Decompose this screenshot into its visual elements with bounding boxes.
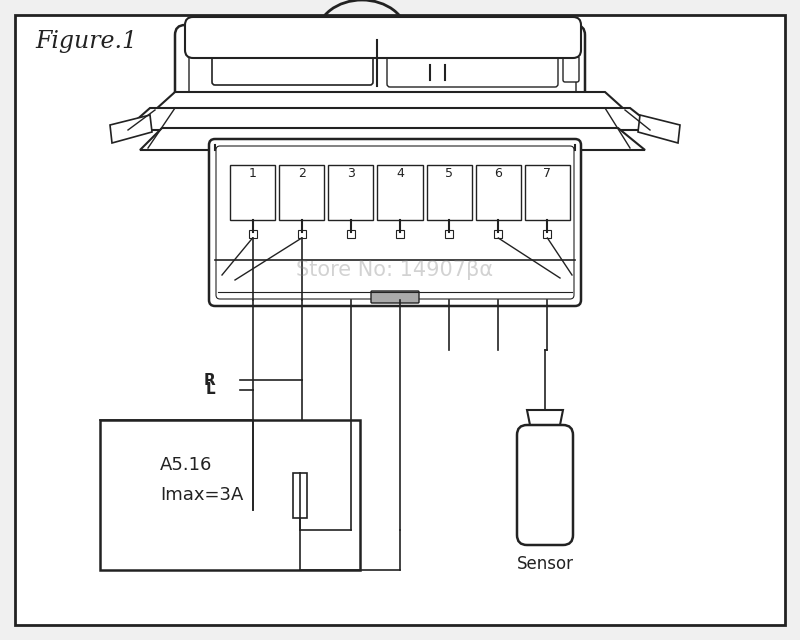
Text: 7: 7 [543,166,551,179]
FancyBboxPatch shape [494,230,502,238]
FancyBboxPatch shape [293,472,307,518]
FancyBboxPatch shape [185,17,581,58]
Polygon shape [125,108,658,130]
FancyBboxPatch shape [517,425,573,545]
Text: 3: 3 [347,166,354,179]
FancyBboxPatch shape [209,139,581,306]
FancyBboxPatch shape [279,165,324,220]
FancyBboxPatch shape [15,15,785,625]
FancyBboxPatch shape [100,420,360,570]
Polygon shape [638,115,680,143]
FancyBboxPatch shape [175,25,585,105]
Polygon shape [527,410,563,435]
FancyBboxPatch shape [298,230,306,238]
FancyBboxPatch shape [445,230,453,238]
FancyBboxPatch shape [387,51,558,87]
Text: L: L [206,383,215,397]
FancyBboxPatch shape [563,56,579,82]
FancyBboxPatch shape [347,230,355,238]
FancyBboxPatch shape [393,60,415,76]
Polygon shape [155,92,625,110]
FancyBboxPatch shape [371,291,419,303]
Text: 1: 1 [249,166,257,179]
Text: 4: 4 [396,166,404,179]
Polygon shape [110,115,152,143]
Text: R: R [203,372,215,387]
FancyBboxPatch shape [212,51,373,85]
Text: Sensor: Sensor [517,555,574,573]
FancyBboxPatch shape [189,34,576,98]
FancyBboxPatch shape [216,146,574,299]
Polygon shape [140,128,645,150]
Text: Store No: 14907βα: Store No: 14907βα [297,260,494,280]
FancyBboxPatch shape [378,165,422,220]
FancyBboxPatch shape [230,165,275,220]
Text: A5.16: A5.16 [160,456,212,474]
FancyBboxPatch shape [328,165,374,220]
Text: 5: 5 [445,166,453,179]
FancyBboxPatch shape [543,230,551,238]
FancyBboxPatch shape [476,165,521,220]
FancyBboxPatch shape [396,230,404,238]
FancyBboxPatch shape [525,165,570,220]
FancyBboxPatch shape [426,165,472,220]
Text: Figure.1: Figure.1 [35,30,137,53]
FancyBboxPatch shape [249,230,257,238]
Text: 2: 2 [298,166,306,179]
Text: 6: 6 [494,166,502,179]
Text: Imax=3A: Imax=3A [160,486,243,504]
